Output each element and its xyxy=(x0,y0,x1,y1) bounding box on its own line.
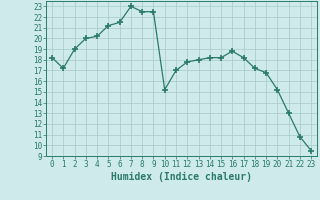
X-axis label: Humidex (Indice chaleur): Humidex (Indice chaleur) xyxy=(111,172,252,182)
